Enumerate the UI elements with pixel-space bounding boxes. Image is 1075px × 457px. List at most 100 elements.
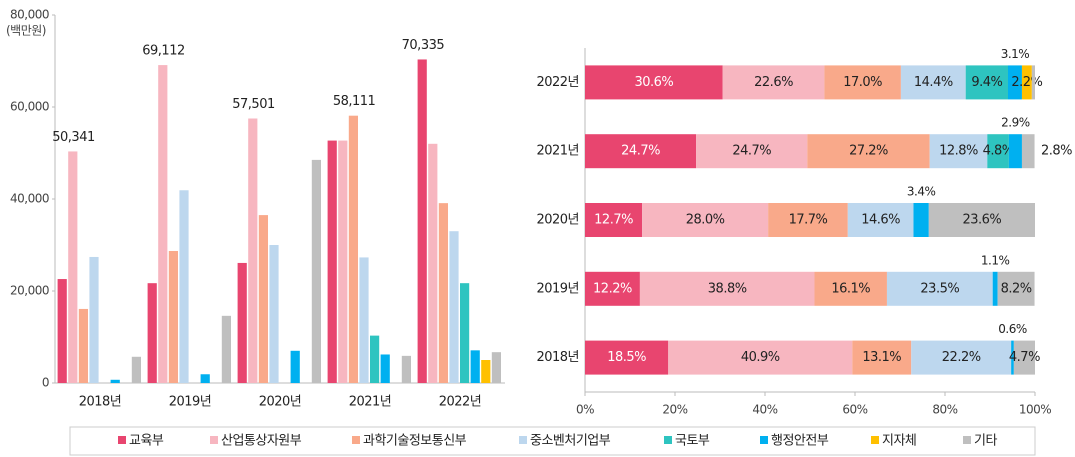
data-label: 2.9% bbox=[1001, 116, 1030, 130]
data-label: 23.5% bbox=[920, 281, 959, 296]
data-label: 23.6% bbox=[962, 213, 1001, 228]
bar bbox=[89, 256, 99, 383]
y-tick-label: 2019년 bbox=[536, 281, 579, 296]
legend-swatch bbox=[871, 436, 879, 444]
y-tick-label: 20,000 bbox=[10, 284, 49, 298]
legend-swatch bbox=[118, 436, 126, 444]
bar-segment bbox=[1008, 65, 1022, 100]
x-tick-label: 40% bbox=[752, 403, 777, 417]
bar-segment bbox=[913, 203, 929, 237]
bar bbox=[380, 354, 390, 383]
bar-segment bbox=[585, 203, 643, 237]
legend-label: 교육부 bbox=[129, 434, 164, 449]
bar bbox=[179, 190, 189, 383]
bar-segment bbox=[814, 271, 887, 306]
bar bbox=[110, 379, 120, 383]
bar bbox=[449, 231, 459, 383]
bar-segment bbox=[997, 271, 1035, 306]
bar-segment bbox=[696, 134, 808, 169]
legend-swatch bbox=[760, 436, 768, 444]
bar-segment bbox=[768, 203, 848, 237]
bar bbox=[348, 115, 358, 384]
bar-segment bbox=[585, 134, 697, 169]
bar bbox=[460, 283, 470, 383]
data-label: 1.1% bbox=[981, 253, 1010, 267]
bar bbox=[68, 151, 78, 383]
y-tick-label: 2022년 bbox=[536, 75, 579, 90]
bar bbox=[158, 65, 168, 383]
bar bbox=[481, 360, 491, 383]
data-label: 40.9% bbox=[741, 350, 780, 365]
bar bbox=[269, 245, 279, 383]
bar-segment bbox=[852, 340, 912, 375]
bar-segment bbox=[639, 271, 815, 306]
data-label: 12.2% bbox=[593, 281, 632, 296]
legend-label: 행정안전부 bbox=[771, 433, 829, 449]
y-unit: (백만원) bbox=[6, 24, 46, 38]
bar-segment bbox=[722, 65, 825, 100]
bar-segment bbox=[847, 203, 914, 237]
bar bbox=[311, 159, 321, 383]
legend-label: 중소벤처기업부 bbox=[530, 434, 611, 449]
legend-label: 과학기술정보통신부 bbox=[363, 434, 467, 449]
bar bbox=[370, 335, 380, 383]
data-label: 58,111 bbox=[333, 94, 376, 109]
bar bbox=[147, 283, 157, 383]
data-label: 0.6% bbox=[998, 322, 1027, 336]
bar-segment bbox=[1013, 340, 1035, 375]
legend-label: 지자체 bbox=[882, 434, 916, 449]
data-label: 4.8% bbox=[983, 144, 1014, 159]
bar bbox=[237, 262, 247, 383]
bar-segment bbox=[992, 271, 998, 306]
bar bbox=[258, 215, 268, 383]
bar-segment bbox=[585, 271, 640, 306]
bar-segment bbox=[668, 340, 853, 375]
data-label: 22.2% bbox=[942, 350, 981, 365]
data-label: 17.0% bbox=[843, 75, 882, 90]
data-label: 2.8% bbox=[1041, 144, 1072, 159]
bar-segment bbox=[886, 271, 993, 306]
bar-segment bbox=[585, 340, 669, 375]
bar-segment bbox=[929, 134, 988, 169]
y-tick-label: 60,000 bbox=[10, 100, 49, 114]
data-label: 38.8% bbox=[708, 281, 747, 296]
y-tick-label: 80,000 bbox=[10, 8, 49, 22]
x-tick-label: 20% bbox=[662, 403, 687, 417]
data-label: 14.6% bbox=[861, 213, 900, 228]
y-tick-label: 40,000 bbox=[10, 192, 49, 206]
x-tick-label: 2022년 bbox=[439, 395, 482, 410]
legend-swatch bbox=[963, 436, 971, 444]
bar bbox=[168, 250, 178, 383]
bar bbox=[428, 143, 438, 383]
bar bbox=[200, 374, 210, 383]
bar-segment bbox=[824, 65, 901, 100]
data-label: 50,341 bbox=[52, 130, 95, 145]
data-label: 9.4% bbox=[971, 75, 1002, 90]
bar bbox=[401, 355, 411, 383]
bar bbox=[417, 59, 427, 384]
bar-segment bbox=[900, 65, 966, 100]
bar-segment bbox=[1021, 65, 1032, 100]
data-label: 69,112 bbox=[142, 44, 185, 59]
x-tick-label: 2019년 bbox=[169, 395, 212, 410]
data-label: 3.4% bbox=[907, 185, 936, 199]
bar-segment bbox=[987, 134, 1009, 169]
bar bbox=[438, 203, 448, 383]
x-tick-label: 80% bbox=[932, 403, 957, 417]
bar bbox=[359, 257, 369, 383]
bar-segment bbox=[807, 134, 930, 169]
data-label: 28.0% bbox=[686, 213, 725, 228]
data-label: 22.6% bbox=[754, 75, 793, 90]
data-label: 16.1% bbox=[831, 281, 870, 296]
data-label: 2.2% bbox=[1011, 75, 1042, 90]
legend-swatch bbox=[519, 436, 527, 444]
bar bbox=[327, 140, 337, 383]
y-tick-label: 2021년 bbox=[536, 144, 579, 159]
x-tick-label: 2018년 bbox=[79, 395, 122, 410]
legend-box bbox=[69, 426, 1036, 456]
bar-segment bbox=[965, 65, 1008, 100]
data-label: 8.2% bbox=[1001, 281, 1032, 296]
data-label: 24.7% bbox=[621, 144, 660, 159]
data-label: 70,335 bbox=[402, 38, 445, 53]
